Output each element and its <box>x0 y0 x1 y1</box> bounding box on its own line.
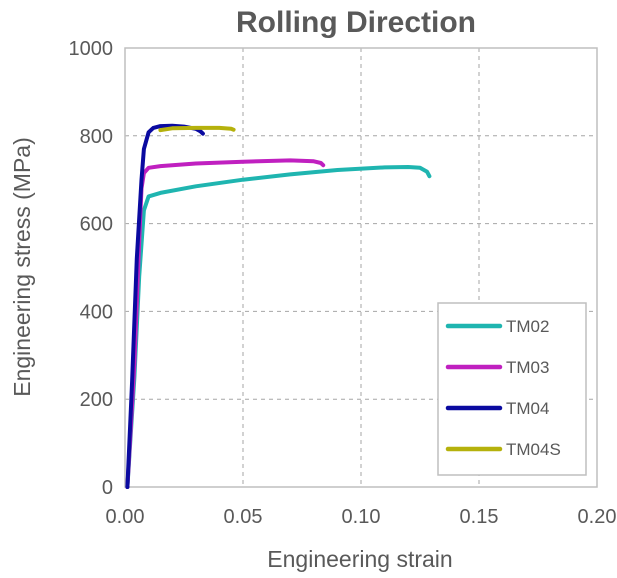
x-tick-labels: 0.00 0.05 0.10 0.15 0.20 <box>106 506 617 528</box>
y-axis-label: Engineering stress (MPa) <box>9 137 35 397</box>
legend-label-tm04: TM04 <box>506 399 549 418</box>
legend: TM02 TM03 TM04 TM04S <box>437 302 587 476</box>
series-line-tm03 <box>125 158 326 489</box>
legend-label-tm03: TM03 <box>506 358 549 377</box>
series-layer <box>125 123 432 489</box>
x-tick-label: 0.20 <box>578 506 617 528</box>
x-axis-label: Engineering strain <box>267 546 452 572</box>
x-tick-label: 0.05 <box>224 506 263 528</box>
x-tick-label: 0.00 <box>106 506 145 528</box>
y-tick-label: 1000 <box>69 38 114 60</box>
y-tick-label: 0 <box>102 477 113 499</box>
plot-frame <box>124 47 598 488</box>
x-tick-label: 0.15 <box>460 506 499 528</box>
y-tick-label: 800 <box>80 126 113 148</box>
y-tick-label: 200 <box>80 389 113 411</box>
series-line-tm02 <box>125 165 432 489</box>
series-line-tm04s <box>158 125 236 133</box>
legend-box <box>437 302 587 476</box>
y-tick-label: 600 <box>80 214 113 236</box>
chart-title: Rolling Direction <box>236 6 476 39</box>
legend-label-tm04s: TM04S <box>506 440 561 459</box>
x-tick-label: 0.10 <box>342 506 381 528</box>
legend-label-tm02: TM02 <box>506 317 549 336</box>
y-tick-labels: 0 200 400 600 800 1000 <box>69 38 114 499</box>
y-tick-label: 400 <box>80 301 113 323</box>
